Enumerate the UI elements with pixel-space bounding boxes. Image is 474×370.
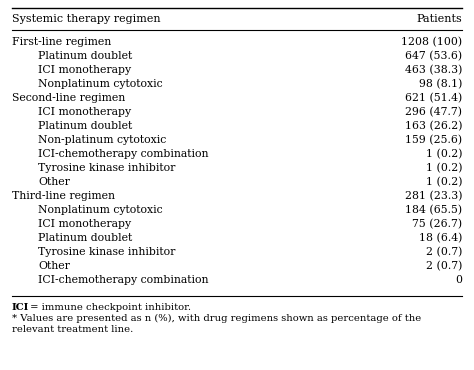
Text: Other: Other (38, 261, 70, 271)
Text: ICI-chemotherapy combination: ICI-chemotherapy combination (38, 149, 209, 159)
Text: Nonplatinum cytotoxic: Nonplatinum cytotoxic (38, 79, 163, 89)
Text: Other: Other (38, 177, 70, 187)
Text: Platinum doublet: Platinum doublet (38, 233, 132, 243)
Text: Tyrosine kinase inhibitor: Tyrosine kinase inhibitor (38, 247, 175, 257)
Text: Nonplatinum cytotoxic: Nonplatinum cytotoxic (38, 205, 163, 215)
Text: Third-line regimen: Third-line regimen (12, 191, 115, 201)
Text: 163 (26.2): 163 (26.2) (405, 121, 462, 131)
Text: * Values are presented as n (%), with drug regimens shown as percentage of the: * Values are presented as n (%), with dr… (12, 313, 421, 323)
Text: ICI monotherapy: ICI monotherapy (38, 107, 131, 117)
Text: Non-platinum cytotoxic: Non-platinum cytotoxic (38, 135, 166, 145)
Text: First-line regimen: First-line regimen (12, 37, 111, 47)
Text: 184 (65.5): 184 (65.5) (405, 205, 462, 215)
Text: 2 (0.7): 2 (0.7) (426, 261, 462, 271)
Text: Platinum doublet: Platinum doublet (38, 121, 132, 131)
Text: = immune checkpoint inhibitor.: = immune checkpoint inhibitor. (27, 303, 191, 312)
Text: ICI monotherapy: ICI monotherapy (38, 219, 131, 229)
Text: relevant treatment line.: relevant treatment line. (12, 324, 133, 333)
Text: 1 (0.2): 1 (0.2) (426, 177, 462, 187)
Text: 281 (23.3): 281 (23.3) (405, 191, 462, 201)
Text: 1 (0.2): 1 (0.2) (426, 149, 462, 159)
Text: 159 (25.6): 159 (25.6) (405, 135, 462, 145)
Text: Patients: Patients (416, 14, 462, 24)
Text: Systemic therapy regimen: Systemic therapy regimen (12, 14, 161, 24)
Text: ICI-chemotherapy combination: ICI-chemotherapy combination (38, 275, 209, 285)
Text: 2 (0.7): 2 (0.7) (426, 247, 462, 257)
Text: 1208 (100): 1208 (100) (401, 37, 462, 47)
Text: ICI monotherapy: ICI monotherapy (38, 65, 131, 75)
Text: 75 (26.7): 75 (26.7) (412, 219, 462, 229)
Text: 296 (47.7): 296 (47.7) (405, 107, 462, 117)
Text: 463 (38.3): 463 (38.3) (405, 65, 462, 75)
Text: 621 (51.4): 621 (51.4) (405, 93, 462, 103)
Text: 1 (0.2): 1 (0.2) (426, 163, 462, 173)
Text: 98 (8.1): 98 (8.1) (419, 79, 462, 89)
Text: ICI: ICI (12, 303, 29, 312)
Text: Platinum doublet: Platinum doublet (38, 51, 132, 61)
Text: Tyrosine kinase inhibitor: Tyrosine kinase inhibitor (38, 163, 175, 173)
Text: 18 (6.4): 18 (6.4) (419, 233, 462, 243)
Text: Second-line regimen: Second-line regimen (12, 93, 125, 103)
Text: 647 (53.6): 647 (53.6) (405, 51, 462, 61)
Text: 0: 0 (455, 275, 462, 285)
